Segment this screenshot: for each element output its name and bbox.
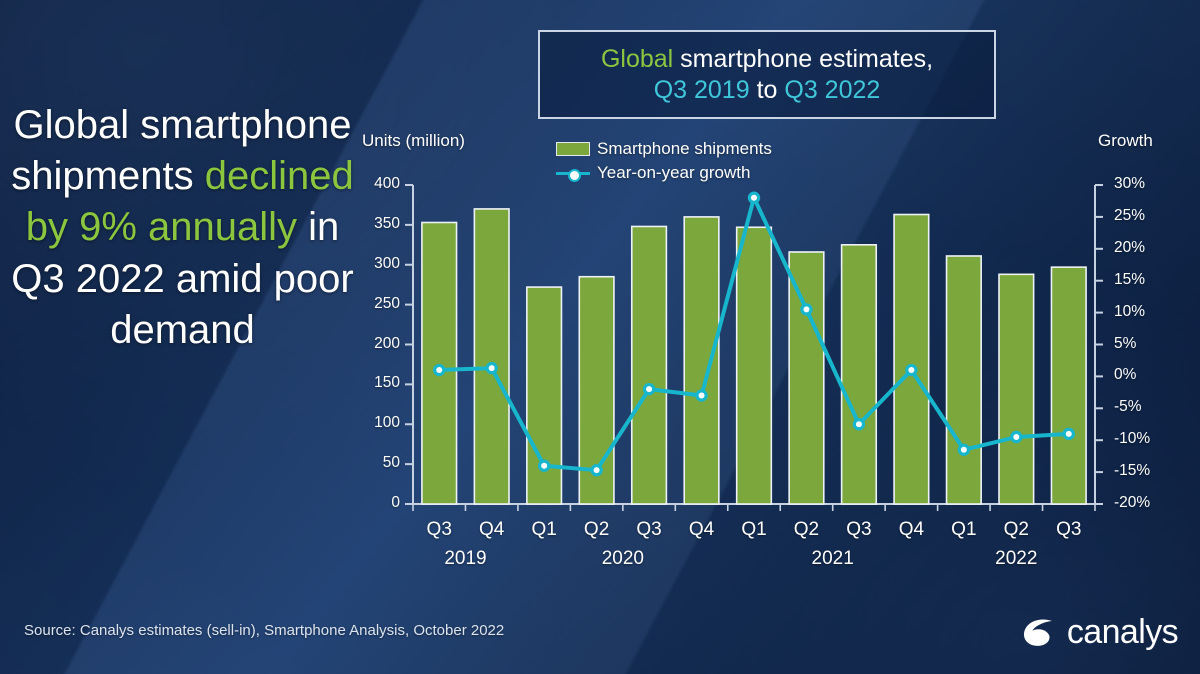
x-tick-11-Q2: Q2	[1003, 519, 1029, 540]
y2-tick-30pct: 30%	[1114, 175, 1146, 192]
y-tick-150: 150	[374, 374, 400, 392]
legend-item-growth: Year-on-year growth	[556, 162, 772, 184]
growth-marker-2	[537, 459, 551, 472]
chart-title-line-1: Global smartphone estimates,	[601, 44, 933, 75]
chart-title-to: to	[749, 75, 785, 104]
y2-tick-neg5pct: -5%	[1114, 398, 1142, 416]
bar-Q2-7	[788, 251, 825, 505]
chart-title-rest: smartphone estimates,	[673, 45, 934, 73]
source-note: Source: Canalys estimates (sell-in), Sma…	[24, 622, 505, 639]
y2-tick-neg15pct: -15%	[1114, 462, 1151, 480]
x-tick-5-Q4: Q4	[688, 519, 715, 540]
y-tick-100: 100	[374, 414, 400, 432]
growth-marker-1	[485, 361, 498, 375]
chart-title-range-start: Q3 2019	[653, 75, 750, 104]
x-tick-8-Q3: Q3	[846, 519, 872, 540]
line-series	[433, 191, 1075, 477]
x-year-2022: 2022	[995, 548, 1038, 569]
x-tick-10-Q1: Q1	[951, 519, 977, 540]
headline-part-1: Global smartphone shipments	[11, 103, 352, 199]
x-year-2019: 2019	[444, 548, 487, 569]
y2-tick-20pct: 20%	[1114, 238, 1146, 256]
y-tick-0: 0	[391, 494, 400, 511]
chart-legend: Smartphone shipments Year-on-year growth	[556, 138, 772, 186]
y-tick-350: 350	[374, 214, 400, 232]
growth-marker-5	[695, 389, 708, 402]
bar-Q1-6	[735, 226, 773, 505]
bar-Q2-11	[998, 273, 1035, 505]
x-tick-12-Q3: Q3	[1056, 519, 1082, 540]
y-tick-400: 400	[374, 175, 400, 192]
headline-part-2: in Q3 2022 amid poor demand	[11, 205, 354, 352]
bar-Q1-10	[945, 255, 982, 505]
chart-title-range-end: Q3 2022	[784, 75, 881, 104]
bar-series	[421, 208, 1087, 505]
bar-Q3-4	[630, 225, 668, 505]
y2-tick-neg20pct: -20%	[1114, 494, 1151, 511]
chart-title-global: Global	[600, 45, 674, 73]
canalys-wordmark: canalys	[1066, 613, 1179, 651]
bar-Q3-0	[421, 221, 458, 505]
headline: Global smartphone shipments declined by …	[10, 100, 355, 356]
x-tick-6-Q1: Q1	[741, 519, 767, 540]
x-tick-2-Q1: Q1	[531, 519, 557, 540]
legend-item-shipments: Smartphone shipments	[556, 138, 772, 160]
x-tick-4-Q3: Q3	[636, 519, 662, 540]
y2-tick-5pct: 5%	[1114, 334, 1137, 352]
y2-tick-10pct: 10%	[1114, 302, 1146, 320]
growth-marker-3	[590, 463, 603, 477]
chart-title-box: Global smartphone estimates, Q3 2019 to …	[538, 30, 996, 119]
growth-marker-9	[905, 363, 918, 377]
bar-Q3-8	[840, 244, 878, 505]
legend-label-shipments: Smartphone shipments	[597, 139, 772, 158]
bar-Q4-5	[683, 216, 720, 505]
growth-marker-0	[433, 363, 446, 377]
y-tick-300: 300	[374, 254, 400, 272]
y-tick-50: 50	[382, 454, 400, 472]
x-year-2021: 2021	[811, 548, 854, 569]
y-axis-ticks: 0 50 100 150 200 250 300 350 400	[356, 0, 408, 674]
y2-tick-0pct: 0%	[1114, 366, 1137, 384]
growth-marker-4	[642, 382, 656, 396]
y2-axis-ticks: -20% -15% -10% -5% 0% 5% 10% 15% 20% 25% 30%	[1106, 0, 1176, 674]
canalys-mark-icon	[1023, 619, 1052, 646]
y2-tick-15pct: 15%	[1114, 270, 1146, 288]
y2-axis-title: Growth	[1098, 131, 1153, 150]
x-tick-7-Q2: Q2	[793, 519, 820, 540]
headline-accent: declined by 9% annually	[25, 154, 354, 250]
growth-marker-7	[800, 303, 813, 316]
bar-Q3-12	[1050, 266, 1087, 505]
y2-tick-25pct: 25%	[1114, 206, 1146, 224]
bar-Q4-9	[893, 213, 930, 505]
y2-tick-neg10pct: -10%	[1114, 430, 1151, 448]
growth-marker-12	[1062, 427, 1075, 441]
growth-marker-11	[1010, 430, 1023, 444]
y-axis-title: Units (million)	[362, 131, 465, 150]
x-year-2020: 2020	[601, 548, 644, 569]
y-tick-250: 250	[374, 294, 400, 312]
x-tick-3-Q2: Q2	[583, 519, 610, 540]
bar-swatch-icon	[556, 142, 590, 156]
bar-Q4-1	[473, 208, 510, 505]
y-tick-200: 200	[374, 334, 400, 352]
growth-marker-6	[747, 191, 761, 204]
x-tick-9-Q4: Q4	[898, 519, 925, 540]
x-tick-1-Q4: Q4	[479, 519, 505, 540]
legend-label-growth: Year-on-year growth	[597, 163, 751, 182]
line-swatch-icon	[556, 166, 590, 182]
growth-marker-10	[957, 443, 971, 456]
growth-marker-8	[852, 418, 866, 431]
chart-title-line-2: Q3 2019 to Q3 2022	[654, 75, 881, 106]
canalys-logo: canalys	[1018, 612, 1179, 652]
x-tick-0-Q3: Q3	[426, 519, 452, 540]
